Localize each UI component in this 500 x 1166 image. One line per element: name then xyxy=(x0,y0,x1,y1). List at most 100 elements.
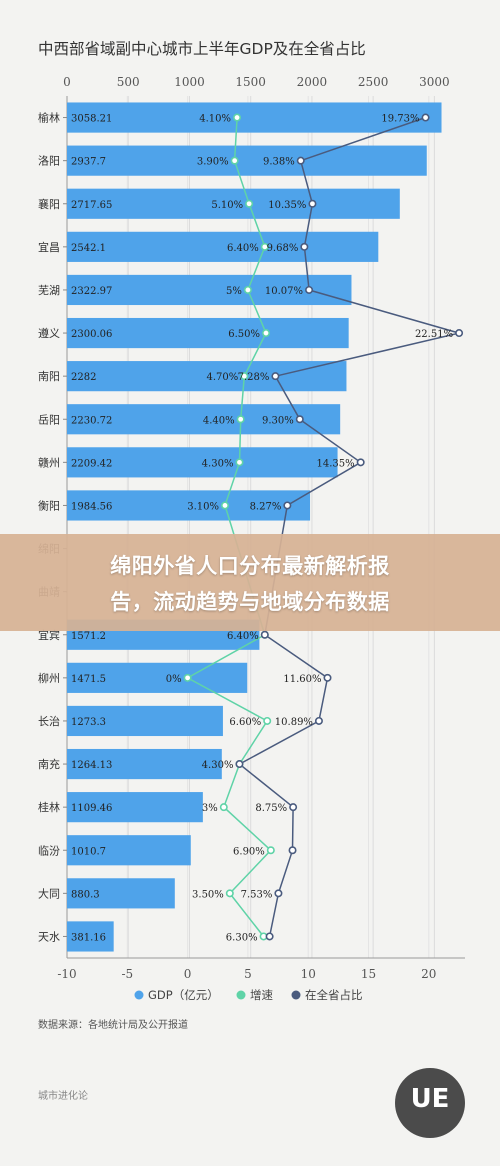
category-label-17: 临汾 xyxy=(38,843,60,857)
bar-label-18: 880.3 xyxy=(71,889,100,900)
series-1-label-7: 4.40% xyxy=(203,415,235,426)
legend: GDP（亿元） 增速 在全省占比 xyxy=(134,988,363,1002)
series-2-point-6 xyxy=(271,372,280,381)
series-1-label-8: 4.30% xyxy=(202,458,234,469)
category-label-5: 遵义 xyxy=(38,326,60,340)
series-2-label-6: 7.28% xyxy=(238,372,270,383)
bar-label-14: 1273.3 xyxy=(71,717,106,728)
series-2-label-1: 9.38% xyxy=(263,157,295,168)
series-1-label-13: 0% xyxy=(166,674,182,685)
series-2-point-17 xyxy=(288,846,297,855)
series-1-point-5 xyxy=(261,329,270,338)
category-label-14: 长治 xyxy=(38,714,60,728)
top-axis: 0 500 1000 1500 2000 2500 3000 xyxy=(63,75,449,89)
bar-label-15: 1264.13 xyxy=(71,760,112,771)
bar-18 xyxy=(67,878,175,909)
series-1-point-1 xyxy=(230,156,239,165)
bar-label-6: 2282 xyxy=(71,372,96,383)
top-tick-0: 0 xyxy=(63,75,71,89)
bar-9 xyxy=(67,490,311,521)
value-labels: 3058.21 2937.7 2717.65 2542.1 2322.97 2300.06… xyxy=(71,114,453,944)
bar-3 xyxy=(67,231,379,262)
bar-14 xyxy=(67,705,223,737)
bar-label-19: 381.16 xyxy=(71,932,106,943)
series-2-point-12 xyxy=(260,630,269,639)
series-line-1 xyxy=(186,117,272,937)
banner-line-1: 绵阳外省人口分布最新解析报 xyxy=(110,554,390,578)
series-2-label-14: 10.89% xyxy=(275,717,313,728)
series-1-point-16 xyxy=(219,803,228,812)
category-label-6: 南阳 xyxy=(38,370,60,383)
series-1-label-18: 3.50% xyxy=(192,889,224,900)
series-2-point-5 xyxy=(455,329,464,338)
series-1-label-0: 4.10% xyxy=(199,114,231,125)
bar-label-9: 1984.56 xyxy=(71,501,112,512)
category-label-18: 大同 xyxy=(38,886,60,900)
series-1-label-2: 5.10% xyxy=(211,200,243,211)
series-2-point-16 xyxy=(289,803,298,812)
legend-share-marker xyxy=(291,990,301,1000)
series-1-label-14: 6.60% xyxy=(229,717,261,728)
bar-5 xyxy=(67,317,349,349)
category-label-19: 天水 xyxy=(38,930,60,943)
category-label-0: 榆林 xyxy=(38,111,60,125)
category-label-4: 芜湖 xyxy=(38,283,60,297)
series-1-label-19: 6.30% xyxy=(226,932,258,943)
grid xyxy=(66,96,465,959)
bar-13 xyxy=(67,662,248,693)
overlay-banner: 绵阳外省人口分布最新解析报 告，流动趋势与地域分布数据 xyxy=(0,534,500,631)
series-1-point-17 xyxy=(266,846,275,855)
bar-2 xyxy=(67,188,400,219)
category-label-7: 岳阳 xyxy=(38,413,60,426)
series-1-label-6: 4.70% xyxy=(207,372,239,383)
series-1-label-4: 5% xyxy=(226,286,242,297)
series-2-label-8: 14.35% xyxy=(317,458,355,469)
category-label-8: 赣州 xyxy=(38,455,60,469)
legend-growth: 增速 xyxy=(250,988,273,1002)
series-1-point-3 xyxy=(260,242,269,251)
points xyxy=(183,113,464,941)
series-1-label-9: 3.10% xyxy=(187,501,219,512)
series-2-label-5: 22.51% xyxy=(415,329,453,340)
top-tick-4: 2000 xyxy=(297,75,328,89)
series-2-point-7 xyxy=(295,415,304,424)
series-2-label-4: 10.07% xyxy=(265,286,303,297)
series-2-point-14 xyxy=(314,716,323,725)
series-2-point-2 xyxy=(308,199,317,208)
series-1-point-14 xyxy=(263,716,272,725)
category-label-2: 襄阳 xyxy=(38,197,60,211)
bottom-tick-6: 20 xyxy=(421,967,436,981)
series-2-label-16: 8.75% xyxy=(255,803,287,814)
series-2-point-13 xyxy=(323,673,332,682)
bottom-tick-0: -10 xyxy=(57,967,76,981)
series-1-label-17: 6.90% xyxy=(233,846,265,857)
chart-title: 中西部省域副中心城市上半年GDP及在全省占比 xyxy=(38,40,366,58)
category-label-1: 洛阳 xyxy=(38,154,60,168)
series-1-point-6 xyxy=(240,372,249,381)
series-1-point-2 xyxy=(245,199,254,208)
bottom-tick-4: 10 xyxy=(301,967,316,981)
series-1-point-9 xyxy=(220,501,229,510)
category-label-9: 衡阳 xyxy=(38,499,60,512)
series-2-point-3 xyxy=(300,242,309,251)
ue-logo: UE xyxy=(395,1068,465,1138)
bar-6 xyxy=(67,361,347,392)
bars xyxy=(67,102,442,952)
top-tick-2: 1000 xyxy=(174,75,205,89)
series-1-point-13 xyxy=(183,673,192,682)
category-label-13: 柳州 xyxy=(38,671,60,685)
bar-16 xyxy=(67,792,203,823)
series-1-point-0 xyxy=(233,113,242,122)
series-2-label-18: 7.53% xyxy=(241,889,273,900)
series-1-label-3: 6.40% xyxy=(227,243,259,254)
category-label-3: 宜昌 xyxy=(38,240,60,254)
bar-17 xyxy=(67,835,191,866)
top-tick-1: 500 xyxy=(117,75,140,89)
bar-label-12: 1571.2 xyxy=(71,631,106,642)
series-line-2 xyxy=(238,116,463,937)
series-2-label-3: 9.68% xyxy=(267,243,299,254)
category-labels: 榆林洛阳襄阳宜昌芜湖遵义南阳岳阳赣州衡阳绵阳曲靖宜宾柳州长治南充桂林临汾大同天水 xyxy=(38,111,67,943)
series-2-label-13: 11.60% xyxy=(283,674,321,685)
category-label-12: 宜宾 xyxy=(38,628,60,642)
